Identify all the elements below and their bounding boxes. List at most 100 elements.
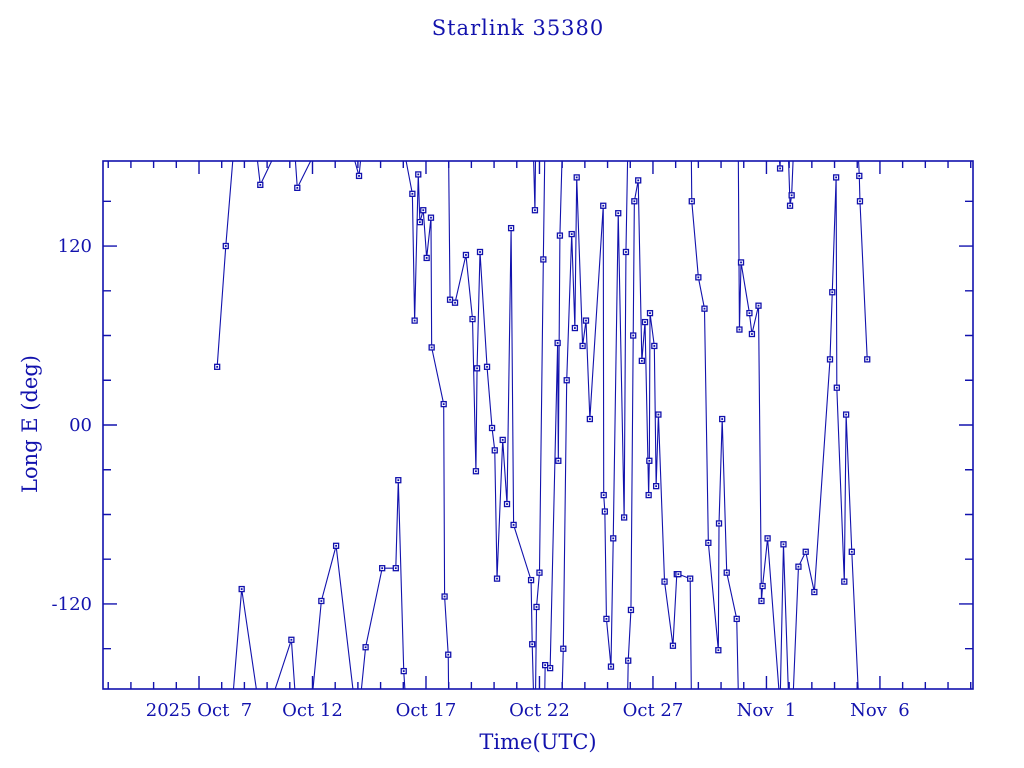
data-point-marker-dot [320, 600, 323, 602]
data-point-marker-dot [449, 298, 451, 301]
data-point-marker-dot [859, 200, 861, 203]
data-point-marker-dot [454, 301, 456, 304]
data-point-marker-dot [707, 541, 710, 544]
data-point-marker-dot [627, 659, 630, 662]
axis-ticks [103, 161, 973, 689]
chart-title: Starlink 35380 [431, 16, 605, 40]
data-point-marker-dot [602, 494, 605, 497]
data-point-marker-dot [534, 209, 536, 212]
x-tick-label: Oct 12 [282, 700, 343, 721]
data-point-marker-dot [430, 346, 433, 349]
data-point-marker-dot [677, 573, 680, 576]
data-point-marker-dot [858, 175, 861, 177]
x-tick-label: Nov 1 [737, 700, 797, 721]
data-point-marker-dot [358, 175, 360, 177]
x-tick-label: Oct 27 [623, 700, 684, 721]
data-point-marker-dot [605, 617, 608, 620]
data-point-marker-dot [644, 321, 646, 323]
data-point-marker-dot [637, 179, 640, 182]
x-tick-label: Nov 6 [850, 700, 910, 721]
data-point-marker-dot [557, 459, 560, 462]
data-point-marker-dot [501, 439, 504, 441]
data-point-marker-dot [655, 485, 658, 488]
data-point-marker-dot [535, 606, 538, 608]
data-point-marker-dot [612, 537, 615, 540]
data-point-marker-dot [573, 327, 576, 329]
data-point-marker-dot [843, 580, 846, 583]
data-point-marker-dot [465, 254, 467, 256]
data-point-marker-dot [418, 221, 421, 224]
data-point-marker-dot [570, 233, 573, 235]
data-point-marker-dot [653, 345, 656, 347]
data-point-marker-dot [625, 251, 627, 253]
data-point-marker-dot [425, 257, 428, 259]
data-point-marker-dot [588, 418, 591, 420]
data-point-marker-dot [413, 319, 416, 322]
data-point-marker-dot [782, 543, 785, 546]
data-point-marker-dot [422, 209, 425, 212]
data-layer [214, 161, 871, 689]
data-point-marker-dot [335, 544, 338, 547]
data-point-marker-dot [610, 665, 612, 668]
data-point-marker-dot [530, 579, 532, 582]
data-point-marker-dot [797, 565, 800, 568]
y-tick-label: 120 [58, 236, 92, 257]
data-point-marker-dot [506, 503, 508, 505]
x-tick-label: Oct 17 [396, 700, 457, 721]
data-point-marker-dot [476, 367, 478, 370]
data-point-marker-dot [562, 647, 565, 650]
data-point-marker-dot [549, 667, 552, 670]
data-point-marker-dot [542, 258, 545, 261]
data-point-marker-dot [689, 577, 692, 580]
data-point-marker-dot [602, 204, 605, 207]
data-point-marker-dot [663, 580, 666, 583]
data-point-marker-dot [866, 358, 869, 361]
data-point-marker-dot [850, 550, 853, 553]
data-point-marker-dot [697, 276, 700, 279]
y-tick-label: 00 [69, 415, 92, 436]
data-point-marker-dot [240, 588, 243, 590]
data-point-marker-dot [647, 494, 650, 497]
data-point-marker-dot [491, 427, 493, 429]
data-point-marker-dot [411, 192, 414, 195]
data-point-marker-dot [725, 571, 728, 574]
data-point-marker-dot [721, 418, 724, 420]
data-point-marker-dot [486, 365, 488, 368]
data-point-marker-dot [556, 342, 559, 344]
data-point-marker-dot [623, 516, 626, 519]
data-point-marker-dot [479, 251, 481, 253]
data-point-marker-dot [632, 334, 635, 337]
data-point-marker-dot [512, 524, 515, 526]
data-point-marker-dot [575, 176, 578, 179]
data-point-marker-dot [216, 365, 219, 368]
data-point-marker-dot [471, 318, 474, 321]
x-tick-label: Oct 22 [509, 700, 570, 721]
data-point-marker-dot [657, 413, 660, 416]
y-axis-title: Long E (deg) [18, 355, 42, 493]
data-point-marker-dot [617, 212, 620, 215]
data-point-marker-dot [290, 638, 293, 641]
data-point-marker-dot [538, 571, 541, 574]
y-tick-label: -120 [52, 594, 92, 615]
x-tick-label: 2025 Oct 7 [146, 700, 253, 721]
data-point-marker-dot [735, 617, 738, 620]
data-point-marker-dot [703, 307, 706, 310]
data-point-marker-dot [630, 609, 632, 611]
data-point-marker-dot [738, 328, 741, 331]
data-point-marker-dot [430, 216, 432, 219]
data-point-marker-dot [757, 304, 760, 307]
data-point-marker-dot [672, 644, 674, 647]
data-point-marker-dot [296, 186, 299, 189]
data-point-marker-dot [748, 312, 751, 315]
data-point-marker-dot [364, 646, 367, 649]
data-point-marker-dot [447, 653, 450, 656]
data-point-marker-dot [496, 577, 498, 580]
data-point-marker-dot [790, 194, 793, 197]
data-point-marker-dot [718, 522, 720, 525]
data-point-marker-dot [581, 345, 584, 347]
data-point-marker-dot [813, 591, 816, 593]
data-point-marker-dot [633, 200, 636, 203]
data-point-marker-dot [565, 379, 568, 382]
